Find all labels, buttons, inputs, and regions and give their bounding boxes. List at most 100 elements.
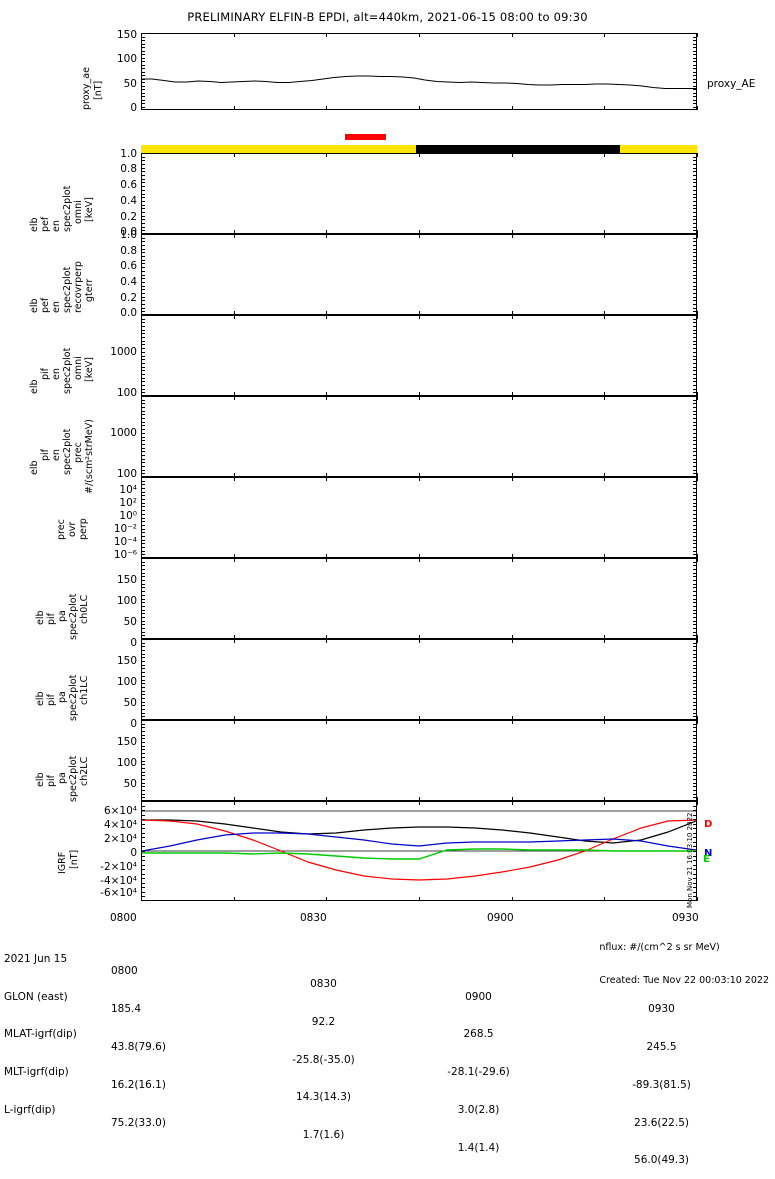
y-tick <box>693 727 697 729</box>
y-tick <box>693 708 697 710</box>
y-tick <box>141 546 145 548</box>
ytick-label: -4×10⁴ <box>100 875 137 887</box>
axis-title-line: proxy_ae <box>81 67 92 110</box>
y-tick <box>141 388 145 390</box>
y-tick <box>141 432 145 434</box>
x-tick <box>419 230 420 234</box>
y-tick <box>141 495 145 497</box>
y-tick <box>141 204 145 206</box>
panel3-axis-line2: en <box>51 301 62 313</box>
y-tick <box>693 760 697 762</box>
x-tick <box>419 554 420 558</box>
y-tick <box>693 823 697 825</box>
x-tick <box>233 396 235 400</box>
ytick-label: 150 <box>116 29 137 41</box>
y-tick <box>693 329 697 331</box>
y-tick <box>141 68 145 69</box>
y-tick <box>693 54 697 55</box>
y-tick <box>141 543 145 545</box>
x-tick <box>233 33 235 37</box>
y-tick <box>693 635 697 637</box>
y-tick <box>693 786 697 788</box>
y-tick <box>141 591 145 593</box>
y-tick <box>141 672 145 674</box>
panel8-axis-line2: pa <box>57 691 68 703</box>
y-tick <box>141 594 145 596</box>
y-tick <box>693 543 697 545</box>
x-tick <box>697 897 698 901</box>
y-tick <box>141 469 145 471</box>
y-tick <box>693 403 697 405</box>
panel9-axis-line0: elb <box>35 772 46 787</box>
y-tick <box>693 753 697 755</box>
y-tick <box>693 208 697 210</box>
x-tick <box>419 897 420 901</box>
ytick-label: 1.0 <box>120 229 137 241</box>
y-tick <box>141 657 145 659</box>
panel4-axis-line3: spec2plot <box>62 348 73 394</box>
y-tick <box>141 211 145 213</box>
y-tick <box>693 591 697 593</box>
panel-proxy-ae <box>141 33 697 110</box>
x-tick <box>326 230 328 234</box>
y-tick <box>693 701 697 703</box>
y-tick <box>693 495 697 497</box>
y-tick <box>141 164 145 166</box>
x-tick <box>604 554 606 558</box>
x-tick <box>511 797 513 801</box>
y-tick <box>141 771 145 773</box>
ytick-label: 0.8 <box>120 163 137 175</box>
y-tick <box>693 491 697 493</box>
x-tick <box>419 153 420 157</box>
axis-title-line: spec2plot <box>68 755 79 802</box>
y-tick <box>141 869 145 871</box>
y-tick <box>141 92 145 94</box>
x-tick <box>419 234 420 238</box>
y-tick <box>693 723 697 725</box>
axis-title-line: elb <box>35 610 46 625</box>
ytick-label: 4×10⁴ <box>103 819 137 831</box>
y-tick <box>693 61 697 62</box>
info-value: 1.7(1.6) <box>302 1129 345 1142</box>
y-tick <box>141 650 145 652</box>
panel3-axis-line0: elb <box>29 298 40 313</box>
y-tick <box>141 71 145 73</box>
y-tick <box>141 156 145 158</box>
x-tick <box>326 635 328 639</box>
y-tick <box>693 869 697 871</box>
x-tick <box>141 106 142 110</box>
y-tick <box>693 767 697 769</box>
y-tick <box>141 270 145 272</box>
x-tick <box>511 396 513 400</box>
y-tick <box>141 326 145 328</box>
y-tick <box>141 421 145 423</box>
x-tick <box>604 897 606 901</box>
ytick-label: 0 <box>130 847 137 859</box>
x-tick <box>233 311 235 315</box>
y-tick <box>141 480 145 482</box>
y-tick <box>693 642 697 644</box>
x-tick <box>697 558 698 562</box>
y-tick <box>693 71 697 73</box>
x-tick <box>326 797 328 801</box>
x-tick <box>141 635 142 639</box>
y-tick <box>693 679 697 681</box>
y-tick <box>141 668 145 670</box>
panel5-axis-line2: en <box>51 449 62 461</box>
y-tick <box>141 175 145 177</box>
axis-title-line: en <box>51 301 62 313</box>
x-tick <box>697 639 698 643</box>
igrf-axis-title: IGRF <box>57 852 68 874</box>
x-tick <box>233 473 235 477</box>
y-tick <box>693 263 697 265</box>
y-tick <box>693 664 697 666</box>
axis-title-line: pa <box>57 610 68 622</box>
y-tick <box>693 672 697 674</box>
y-tick <box>141 267 145 269</box>
y-tick <box>141 103 145 104</box>
x-tick <box>141 315 142 319</box>
y-tick <box>693 68 697 69</box>
y-tick <box>693 510 697 512</box>
x-tick <box>419 33 420 37</box>
panel-igrf <box>141 801 697 901</box>
